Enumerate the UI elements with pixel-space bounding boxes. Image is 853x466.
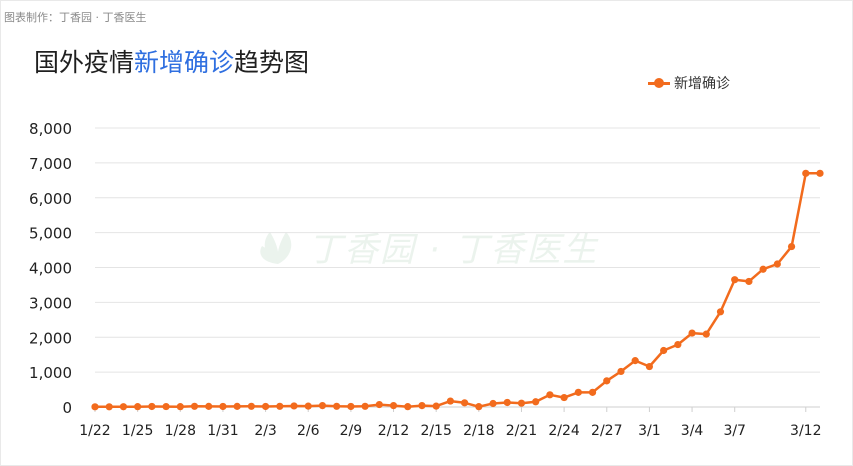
- data-point[interactable]: [404, 403, 412, 411]
- series-line: [95, 172, 820, 409]
- x-tick-label: 1/31: [207, 423, 238, 439]
- data-point[interactable]: [603, 377, 611, 385]
- data-point[interactable]: [773, 260, 781, 268]
- data-point[interactable]: [361, 402, 369, 410]
- title-suffix: 趋势图: [234, 48, 310, 77]
- grid-lines: [95, 127, 820, 408]
- x-tick-label: 2/18: [463, 423, 494, 439]
- data-point[interactable]: [148, 402, 156, 411]
- y-tick-label: 0: [62, 399, 72, 417]
- y-tick-label: 6,000: [29, 190, 72, 208]
- x-tick-label: 2/27: [591, 423, 622, 439]
- data-point[interactable]: [119, 403, 128, 411]
- x-tick-label: 2/24: [548, 423, 580, 439]
- data-point[interactable]: [389, 402, 398, 410]
- x-axis: 1/22 1/25 1/28 1/31 2/3 2/6 2/9 2/12 2/15 2/18 2/2…: [79, 406, 822, 439]
- data-point[interactable]: [105, 403, 113, 411]
- data-point[interactable]: [91, 403, 99, 411]
- y-tick-label: 8,000: [29, 120, 72, 138]
- data-point[interactable]: [802, 169, 810, 177]
- data-point[interactable]: [503, 398, 511, 407]
- data-point[interactable]: [318, 402, 327, 410]
- data-point[interactable]: [645, 362, 654, 371]
- data-point[interactable]: [759, 265, 767, 273]
- leaf-logo-icon: [260, 231, 292, 264]
- data-point[interactable]: [347, 402, 355, 411]
- x-tick-label: 2/3: [254, 423, 277, 439]
- watermark-text: 丁香园 · 丁香医生: [308, 230, 599, 270]
- y-tick-label: 5,000: [29, 225, 72, 243]
- data-point[interactable]: [446, 397, 454, 405]
- x-tick-label: 3/12: [790, 423, 821, 439]
- data-point[interactable]: [333, 402, 341, 410]
- x-tick-label: 2/6: [297, 423, 320, 439]
- data-point[interactable]: [290, 402, 298, 410]
- data-point[interactable]: [219, 402, 227, 411]
- watermark: 丁香园 · 丁香医生: [258, 222, 598, 271]
- data-point[interactable]: [660, 346, 668, 355]
- y-axis: 0 1,000 2,000 3,000 4,000 5,000 6,000 7,000 8,00…: [29, 120, 72, 417]
- data-point[interactable]: [745, 277, 753, 286]
- data-point[interactable]: [489, 399, 497, 408]
- legend-line-marker-icon: [648, 77, 670, 89]
- x-tick-label: 1/25: [122, 423, 153, 439]
- data-point[interactable]: [517, 399, 526, 407]
- data-point[interactable]: [461, 399, 469, 407]
- data-point[interactable]: [190, 402, 199, 410]
- data-point[interactable]: [276, 402, 284, 410]
- x-tick-label: 1/28: [165, 423, 196, 439]
- data-point[interactable]: [546, 391, 554, 399]
- chart-title: 国外疫情新增确诊趋势图: [34, 43, 309, 79]
- series-new-confirmed: [91, 169, 824, 411]
- data-point[interactable]: [617, 367, 625, 376]
- title-highlight: 新增确诊: [134, 48, 235, 77]
- title-prefix: 国外疫情: [34, 48, 135, 77]
- data-point[interactable]: [205, 402, 213, 410]
- data-point[interactable]: [418, 402, 426, 410]
- data-point[interactable]: [304, 402, 312, 410]
- data-point[interactable]: [702, 330, 710, 338]
- legend[interactable]: 新增确诊: [648, 73, 730, 93]
- y-tick-label: 7,000: [29, 155, 72, 173]
- data-point[interactable]: [432, 402, 440, 410]
- data-point[interactable]: [233, 402, 241, 410]
- data-point[interactable]: [560, 393, 568, 402]
- data-point[interactable]: [674, 340, 682, 349]
- x-tick-label: 3/1: [638, 423, 661, 439]
- chart-credit: 图表制作：丁香园 · 丁香医生: [4, 11, 147, 24]
- data-point[interactable]: [716, 308, 725, 316]
- data-point[interactable]: [162, 402, 170, 411]
- y-tick-label: 2,000: [29, 329, 72, 347]
- data-point[interactable]: [247, 402, 255, 410]
- data-point[interactable]: [731, 276, 739, 284]
- legend-label: 新增确诊: [674, 76, 730, 92]
- data-point[interactable]: [816, 169, 824, 177]
- y-tick-label: 1,000: [29, 364, 72, 382]
- x-tick-label: 2/9: [340, 423, 363, 439]
- x-tick-label: 1/22: [79, 423, 110, 439]
- data-point[interactable]: [375, 400, 383, 409]
- data-point[interactable]: [475, 403, 483, 411]
- y-tick-label: 3,000: [29, 294, 72, 312]
- x-tick-label: 3/7: [723, 423, 746, 439]
- data-point[interactable]: [631, 357, 639, 365]
- data-point[interactable]: [787, 242, 796, 251]
- data-point[interactable]: [261, 402, 270, 411]
- data-point[interactable]: [134, 403, 142, 411]
- data-point[interactable]: [588, 388, 597, 396]
- x-tick-label: 2/15: [420, 423, 451, 439]
- y-tick-label: 4,000: [29, 260, 72, 278]
- data-point[interactable]: [532, 398, 540, 406]
- x-tick-label: 2/12: [378, 423, 409, 439]
- data-point[interactable]: [688, 329, 696, 337]
- x-tick-label: 3/4: [681, 423, 704, 439]
- data-point[interactable]: [574, 388, 582, 396]
- data-point[interactable]: [176, 403, 184, 411]
- x-tick-label: 2/21: [506, 423, 537, 439]
